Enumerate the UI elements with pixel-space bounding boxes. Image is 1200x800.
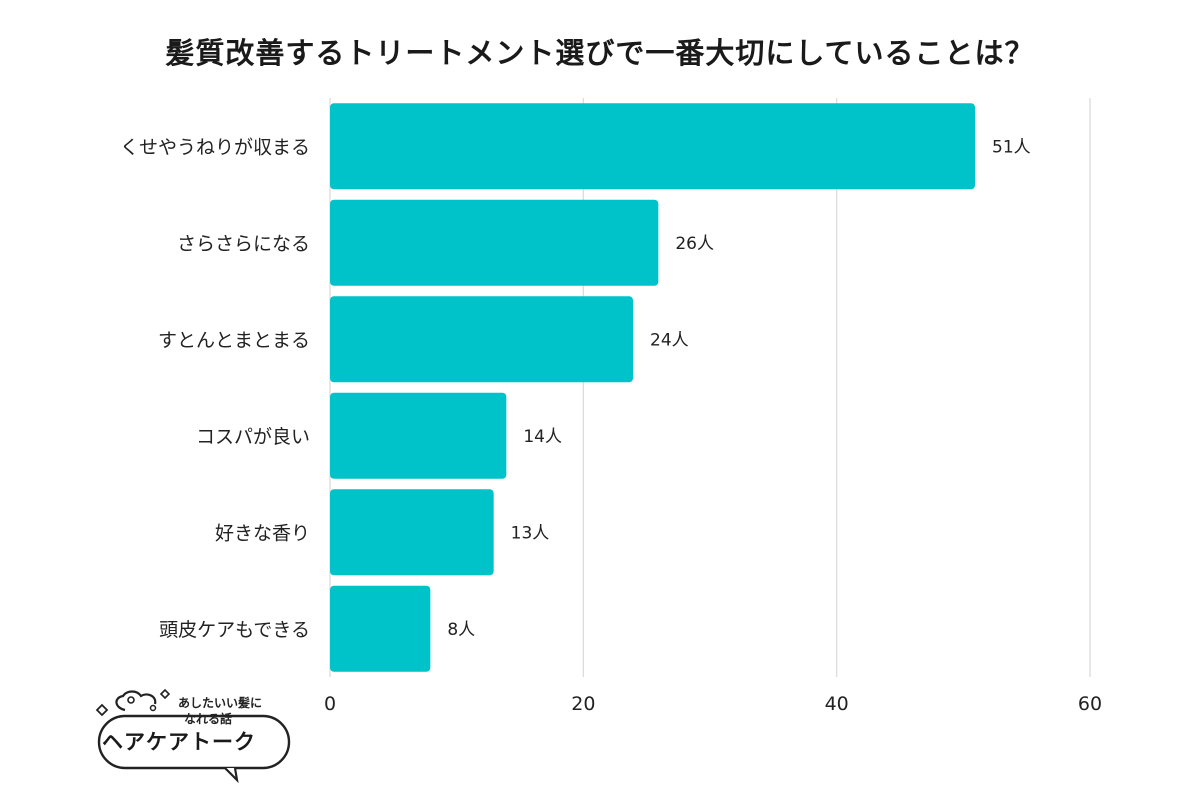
logo-tagline: あしたいい髪に なれる話 — [178, 695, 308, 727]
chart-title: 髪質改善するトリートメント選びで一番大切にしていることは？ — [165, 36, 1035, 70]
category-label: 好きな香り — [215, 522, 310, 544]
logo-tagline-line2: なれる話 — [184, 712, 233, 726]
x-tick-label: 60 — [1078, 693, 1102, 715]
hair-care-talk-logo — [85, 688, 305, 784]
x-tick-label: 20 — [571, 693, 595, 715]
x-tick-label: 40 — [825, 693, 849, 715]
value-label: 14人 — [523, 427, 562, 447]
value-label: 24人 — [650, 330, 689, 350]
bar — [330, 296, 633, 383]
value-label: 51人 — [992, 137, 1031, 157]
category-label: すとんとまとまる — [158, 329, 310, 351]
value-label: 8人 — [447, 620, 475, 640]
logo-tagline-line1: あしたいい髪に — [178, 696, 263, 710]
bar — [330, 392, 507, 479]
category-label: くせやうねりが収まる — [120, 136, 310, 158]
bar — [330, 585, 431, 672]
value-label: 13人 — [511, 523, 550, 543]
bar — [330, 489, 494, 576]
bar — [330, 199, 659, 286]
speech-bubble-icon — [95, 688, 291, 784]
category-label: さらさらになる — [177, 233, 310, 255]
value-label: 26人 — [675, 234, 714, 254]
bar — [330, 103, 975, 190]
x-tick-label: 0 — [324, 693, 336, 715]
category-label: 頭皮ケアもできる — [159, 619, 310, 641]
logo-name: ヘアケアトーク — [102, 730, 256, 754]
category-label: コスパが良い — [196, 426, 310, 448]
